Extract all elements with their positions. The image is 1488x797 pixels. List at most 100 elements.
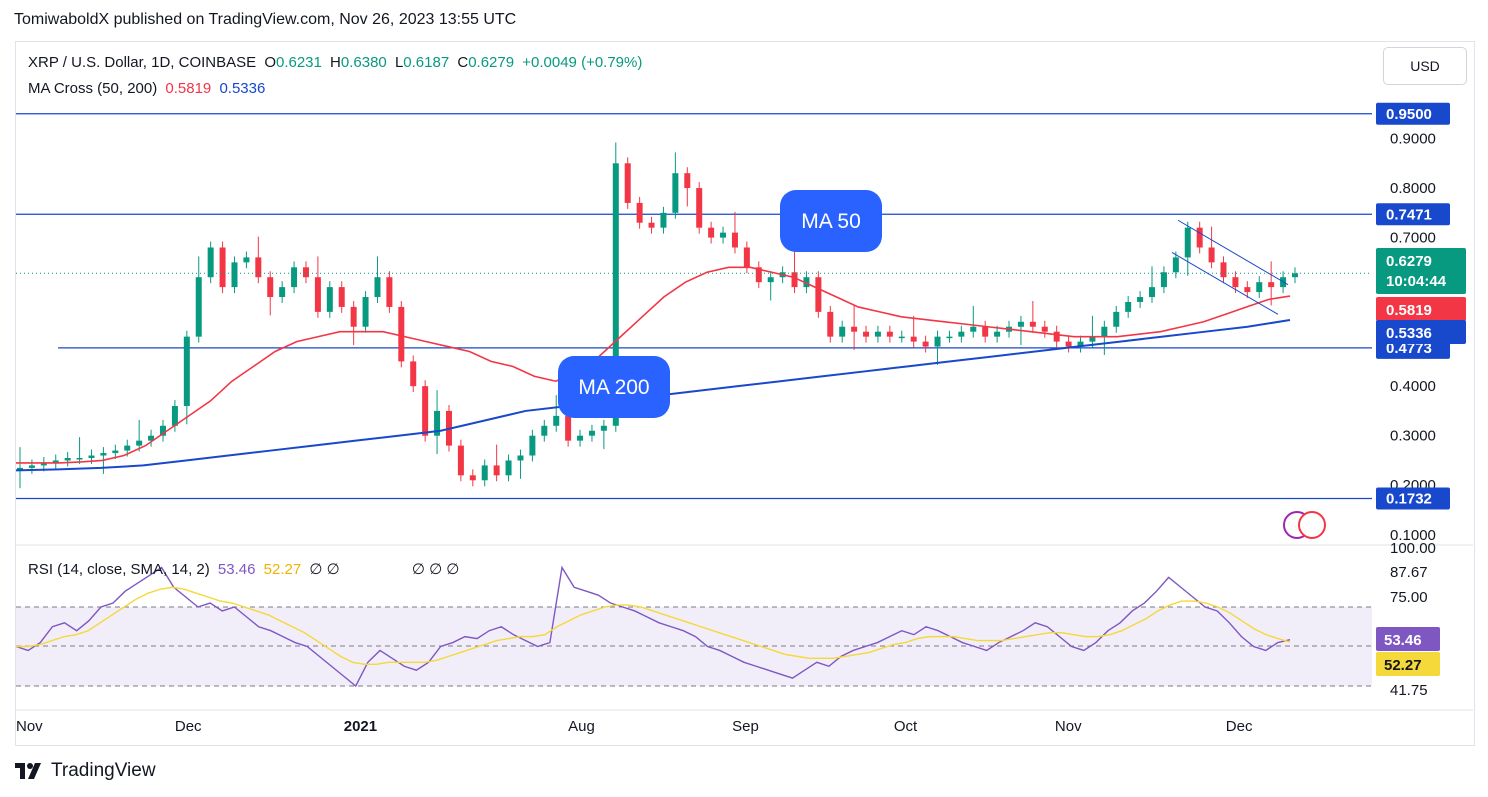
candle-body [52, 460, 59, 463]
high-label: H [330, 54, 341, 71]
candle-body [970, 326, 977, 332]
candle-body [76, 457, 83, 460]
close-label: C [457, 54, 469, 71]
candle-body [148, 435, 155, 441]
time-axis-label: Oct [894, 718, 918, 735]
candle-body [791, 272, 798, 288]
ma200-price-text: 0.5336 [1386, 325, 1432, 342]
ma200-price-badge [1376, 320, 1466, 344]
candle-body [910, 336, 917, 342]
tradingview-wordmark: TradingView [51, 760, 156, 781]
rsi-sma-badge [1376, 652, 1440, 676]
candle-body [457, 445, 464, 476]
candle-body [648, 222, 655, 228]
candle-body [505, 460, 512, 476]
time-axis-label: Sep [732, 718, 759, 735]
candle-body [291, 267, 298, 288]
rsi-legend-label: RSI (14, close, SMA, 14, 2) [28, 561, 210, 578]
candle-body [386, 277, 393, 307]
ma50-callout-label: MA 50 [801, 210, 861, 233]
candle-body [314, 277, 321, 312]
candle-body [255, 257, 262, 278]
candle-body [1160, 272, 1167, 288]
candle-body [684, 173, 691, 189]
ma50-price-badge [1376, 297, 1466, 321]
candle-body [815, 277, 822, 312]
low-value: 0.6187 [403, 54, 450, 71]
candle-body [1220, 262, 1227, 278]
time-axis-label: Aug [568, 718, 595, 735]
candle-body [17, 467, 23, 470]
candle-body [1172, 257, 1179, 273]
chart-frame [15, 41, 1475, 746]
rsi-tick-label: 100.00 [1390, 540, 1436, 557]
ma200-legend-value: 0.5336 [219, 80, 266, 97]
candle-body [410, 361, 417, 387]
candle-body [672, 173, 679, 213]
candle-body [874, 331, 881, 337]
open-value: 0.6231 [275, 54, 322, 71]
candle-body [708, 227, 715, 238]
candle-body [195, 277, 202, 337]
currency-button[interactable]: USD [1383, 47, 1467, 85]
candle-body [612, 163, 619, 426]
candle-body [207, 247, 214, 278]
candle-body [1268, 282, 1275, 288]
candle-body [267, 277, 274, 298]
candle-body [541, 425, 548, 436]
price-tick-label: 0.3000 [1390, 428, 1436, 445]
candle-body [839, 326, 846, 337]
candle-body [326, 287, 333, 312]
candle-body [243, 257, 250, 263]
rsi-value-badge [1376, 627, 1440, 651]
candle-body [946, 336, 953, 339]
time-axis-label: Nov [16, 718, 43, 735]
candle-body [171, 405, 178, 426]
candle-body [493, 465, 500, 476]
candle-body [159, 425, 166, 436]
candle-body [565, 415, 572, 441]
candle-body [517, 455, 524, 461]
candle-body [1196, 227, 1203, 248]
candle-body [434, 410, 441, 436]
candle-body [64, 457, 71, 461]
candle-body [1125, 301, 1132, 312]
rsi-tick-label: 41.75 [1390, 682, 1428, 699]
candle-body [851, 326, 858, 332]
candle-body [553, 415, 560, 426]
candle-body [136, 440, 143, 446]
candle-body [660, 212, 667, 228]
last-price-text: 10:04:44 [1386, 273, 1447, 290]
candle-body [1029, 321, 1036, 327]
candle-body [1077, 341, 1084, 347]
candle-body [88, 455, 95, 458]
horizontal-level-label: 0.1732 [1386, 491, 1432, 508]
candle-body [1184, 227, 1191, 258]
price-tick-label: 0.9000 [1390, 131, 1436, 148]
candle-body [898, 336, 905, 339]
price-tick-label: 0.7000 [1390, 230, 1436, 247]
candle-body [600, 425, 607, 431]
candle-body [743, 247, 750, 268]
high-value: 0.6380 [340, 54, 387, 71]
horizontal-level-badge [1376, 102, 1450, 125]
candle-body [588, 430, 595, 436]
open-label: O [264, 54, 276, 71]
rsi-tick-label: 75.00 [1390, 589, 1428, 606]
ma200-callout-label: MA 200 [578, 376, 649, 399]
candle-body [624, 163, 631, 203]
candle-body [350, 306, 357, 327]
last-price-badge [1376, 248, 1466, 294]
candle-body [1017, 321, 1024, 327]
candle-body [803, 277, 810, 288]
rsi-line [15, 565, 1291, 688]
tradingview-logo-icon [15, 763, 41, 779]
candle-body [529, 435, 536, 456]
candle-body [1137, 297, 1144, 302]
rsi-null-values: ∅ ∅ [309, 561, 340, 578]
candle-body [720, 232, 727, 238]
candle-body [934, 336, 941, 347]
horizontal-level-label: 0.7471 [1386, 206, 1432, 223]
symbol-name: XRP / U.S. Dollar, 1D, COINBASE [28, 54, 257, 71]
